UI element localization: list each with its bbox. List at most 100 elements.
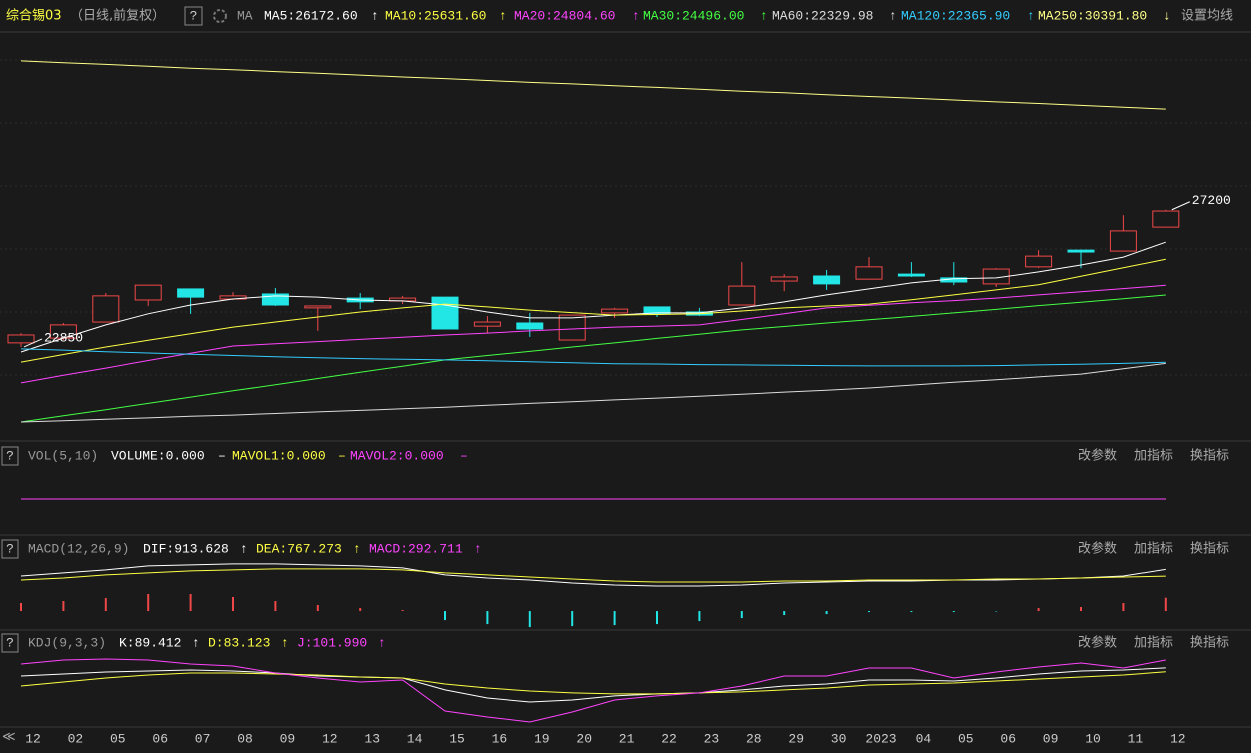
help-box[interactable] xyxy=(1,446,19,466)
grid xyxy=(0,59,1251,376)
legend-arrow: ↑ xyxy=(889,8,897,23)
candle-body xyxy=(770,276,798,282)
candle-body xyxy=(7,334,35,344)
x-tick-label: 22 xyxy=(661,731,677,746)
legend-arrow: ↑ xyxy=(353,541,361,556)
legend-arrow: – xyxy=(460,448,468,463)
subtitle: （日线,前复权） xyxy=(70,8,165,24)
x-tick-label: 30 xyxy=(831,731,847,746)
legend-entry: MA5:26172.60 xyxy=(264,8,358,23)
indicator-title: MACD(12,26,9) xyxy=(28,541,129,556)
legend-entry: MA10:25631.60 xyxy=(385,8,486,23)
ma-line xyxy=(20,241,1166,353)
x-tick-label: 19 xyxy=(534,731,550,746)
candle-body xyxy=(897,273,925,277)
legend-entry: MA120:22365.90 xyxy=(901,8,1010,23)
x-tick-label: 11 xyxy=(1128,731,1144,746)
x-tick-label: 05 xyxy=(110,731,126,746)
candle-body xyxy=(177,288,205,298)
legend-arrow: – xyxy=(338,448,346,463)
candle-body xyxy=(516,322,544,330)
candle-body xyxy=(813,275,841,285)
legend-arrow: ↑ xyxy=(240,541,248,556)
help-box[interactable] xyxy=(1,633,19,653)
legend-entry: DEA:767.273 xyxy=(256,541,342,556)
help-icon[interactable]: ? xyxy=(6,448,14,463)
legend-arrow: ↑ xyxy=(474,541,482,556)
candle-body xyxy=(92,295,120,323)
x-tick-label: 14 xyxy=(407,731,423,746)
indicator-line xyxy=(20,658,1166,723)
ma-line xyxy=(20,60,1166,110)
candle-body xyxy=(431,296,459,330)
x-tick-label: 07 xyxy=(195,731,211,746)
candle-body xyxy=(473,321,501,327)
indicator-line xyxy=(20,568,1166,583)
help-box[interactable] xyxy=(1,539,19,559)
legend-entry: MACD:292.711 xyxy=(369,541,463,556)
settings-button[interactable]: 设置均线 xyxy=(1181,9,1233,24)
x-tick-label: 29 xyxy=(788,731,804,746)
indicator-button[interactable]: 加指标 xyxy=(1134,449,1173,464)
candle-body xyxy=(304,305,332,309)
indicator-button[interactable]: 改参数 xyxy=(1078,448,1117,464)
indicator-button[interactable]: 改参数 xyxy=(1078,541,1117,557)
x-tick-label: 09 xyxy=(1043,731,1059,746)
legend-arrow: ↓ xyxy=(1163,8,1171,23)
nav-button[interactable]: ≪ xyxy=(2,729,16,744)
indicator-button[interactable]: 换指标 xyxy=(1190,542,1229,557)
candle-body xyxy=(728,285,756,306)
help-icon[interactable]: ? xyxy=(6,541,14,556)
x-tick-label: 05 xyxy=(958,731,974,746)
instrument-title: 综合锡03 xyxy=(6,9,62,24)
x-tick-label: 08 xyxy=(237,731,253,746)
x-tick-label: 2023 xyxy=(865,731,896,746)
legend-entry: D:83.123 xyxy=(208,635,270,650)
legend-entry: MA20:24804.60 xyxy=(514,8,615,23)
help-icon[interactable]: ? xyxy=(190,8,198,23)
legend-entry: J:101.990 xyxy=(297,635,367,650)
legend-entry: MA60:22329.98 xyxy=(772,8,873,23)
indicator-button[interactable]: 改参数 xyxy=(1078,635,1117,651)
x-tick-label: 04 xyxy=(916,731,932,746)
gear-icon[interactable] xyxy=(213,9,227,23)
legend-entry: MAVOL2:0.000 xyxy=(350,448,444,463)
indicator-line xyxy=(20,667,1166,703)
indicator-button[interactable]: 换指标 xyxy=(1190,449,1229,464)
ma-line xyxy=(20,348,1166,367)
x-tick-label: 12 xyxy=(25,731,41,746)
x-tick-label: 06 xyxy=(152,731,168,746)
legend-arrow: ↑ xyxy=(371,8,379,23)
indicator-button[interactable]: 加指标 xyxy=(1134,542,1173,557)
candle-body xyxy=(601,308,629,314)
ma-line xyxy=(20,294,1166,423)
legend-arrow: ↑ xyxy=(378,635,386,650)
legend-arrow: – xyxy=(218,448,226,463)
x-tick-label: 12 xyxy=(1170,731,1186,746)
candle-body xyxy=(1067,249,1095,253)
x-tick-label: 02 xyxy=(68,731,84,746)
help-box[interactable] xyxy=(184,6,203,26)
annotation-arrow xyxy=(23,338,43,348)
legend-entry: DIF:913.628 xyxy=(143,541,229,556)
legend-entry: MA250:30391.80 xyxy=(1038,8,1147,23)
help-icon[interactable]: ? xyxy=(6,635,14,650)
ma-line xyxy=(20,362,1166,423)
annotation-label: 27200 xyxy=(1192,193,1231,208)
indicator-button[interactable]: 换指标 xyxy=(1190,636,1229,651)
indicator-title: VOL(5,10) xyxy=(28,448,98,463)
annotation-label: 22850 xyxy=(44,330,83,345)
candle-body xyxy=(855,266,883,280)
legend-entry: K:89.412 xyxy=(119,635,181,650)
x-tick-label: 16 xyxy=(492,731,508,746)
legend-arrow: ↑ xyxy=(499,8,507,23)
x-tick-label: 20 xyxy=(576,731,592,746)
indicator-line xyxy=(20,563,1166,587)
indicator-title: KDJ(9,3,3) xyxy=(28,635,106,650)
separators xyxy=(0,31,1251,728)
legend-arrow: ↑ xyxy=(1027,8,1035,23)
x-tick-label: 28 xyxy=(746,731,762,746)
indicator-button[interactable]: 加指标 xyxy=(1134,636,1173,651)
legend-entry: MAVOL1:0.000 xyxy=(232,448,326,463)
